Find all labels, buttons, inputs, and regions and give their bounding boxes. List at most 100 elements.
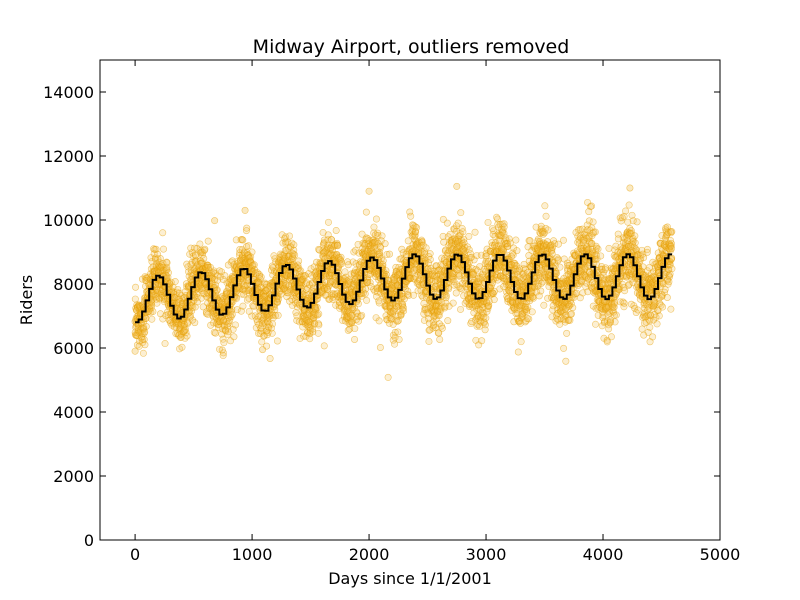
scatter-point xyxy=(659,303,667,311)
scatter-point xyxy=(426,255,434,263)
scatter-point xyxy=(562,357,570,365)
scatter-point xyxy=(230,333,238,341)
scatter-point xyxy=(231,321,239,329)
scatter-point xyxy=(668,244,676,252)
scatter-point xyxy=(363,296,371,304)
scatter-point xyxy=(376,344,384,352)
scatter-point xyxy=(588,202,596,210)
scatter-point xyxy=(314,329,322,337)
scatter-point xyxy=(560,344,568,352)
scatter-point xyxy=(163,259,171,267)
y-tick-label: 12000 xyxy=(43,147,94,166)
scatter-point xyxy=(233,294,241,302)
scatter-point xyxy=(457,305,465,313)
scatter-point xyxy=(132,283,140,291)
y-tick-label: 6000 xyxy=(53,339,94,358)
scatter-point xyxy=(216,345,224,353)
scatter-point xyxy=(142,314,150,322)
scatter-point xyxy=(643,245,651,253)
scatter-point xyxy=(196,240,204,248)
y-tick-label: 10000 xyxy=(43,211,94,230)
scatter-point xyxy=(540,301,548,309)
scatter-point xyxy=(638,325,646,333)
scatter-point xyxy=(611,318,619,326)
scatter-point xyxy=(181,334,189,342)
x-axis-label: Days since 1/1/2001 xyxy=(328,569,492,588)
scatter-point xyxy=(621,287,629,295)
scatter-point xyxy=(526,237,534,245)
scatter-point xyxy=(559,236,567,244)
scatter-point xyxy=(351,325,359,333)
scatter-point xyxy=(612,311,620,319)
scatter-point xyxy=(597,252,605,260)
scatter-point xyxy=(443,219,451,227)
scatter-point xyxy=(567,310,575,318)
scatter-point xyxy=(622,207,630,215)
y-tick-label: 14000 xyxy=(43,83,94,102)
scatter-point xyxy=(219,349,227,357)
scatter-point xyxy=(513,247,521,255)
scatter-point xyxy=(147,304,155,312)
scatter-point xyxy=(514,348,522,356)
scatter-point xyxy=(160,245,168,253)
scatter-point xyxy=(269,320,277,328)
scatter-point xyxy=(445,285,453,293)
scatter-point xyxy=(655,312,663,320)
scatter-point xyxy=(233,306,241,314)
scatter-point xyxy=(454,219,462,227)
scatter-point xyxy=(213,286,221,294)
scatter-point xyxy=(242,227,250,235)
scatter-point xyxy=(407,212,415,220)
scatter-point xyxy=(227,313,235,321)
y-tick-label: 2000 xyxy=(53,467,94,486)
scatter-point xyxy=(667,305,675,313)
scatter-point xyxy=(569,304,577,312)
scatter-point xyxy=(220,339,228,347)
scatter-point xyxy=(313,303,321,311)
scatter-point xyxy=(211,329,219,337)
scatter-point xyxy=(250,261,258,269)
scatter-point xyxy=(553,269,561,277)
scatter-point xyxy=(244,242,252,250)
scatter-point xyxy=(204,237,212,245)
y-axis-label: Riders xyxy=(17,275,36,325)
scatter-point xyxy=(426,250,434,258)
scatter-point xyxy=(633,218,641,226)
scatter-point xyxy=(268,329,276,337)
scatter-point xyxy=(395,335,403,343)
scatter-point xyxy=(449,299,457,307)
y-tick-label: 0 xyxy=(84,531,94,550)
scatter-point xyxy=(591,228,599,236)
scatter-point xyxy=(334,242,342,250)
scatter-point xyxy=(140,335,148,343)
scatter-point xyxy=(649,333,657,341)
scatter-point xyxy=(183,332,191,340)
scatter-point xyxy=(248,248,256,256)
scatter-point xyxy=(384,373,392,381)
scatter-point xyxy=(459,228,467,236)
scatter-point xyxy=(631,232,639,240)
scatter-point xyxy=(394,328,402,336)
scatter-point xyxy=(131,295,139,303)
scatter-point xyxy=(482,314,490,322)
scatter-point xyxy=(436,335,444,343)
scatter-point xyxy=(592,320,600,328)
scatter-point xyxy=(171,278,179,286)
scatter-point xyxy=(620,299,628,307)
y-tick-label: 8000 xyxy=(53,275,94,294)
scatter-point xyxy=(653,320,661,328)
scatter-point xyxy=(372,215,380,223)
scatter-point xyxy=(542,212,550,220)
scatter-point xyxy=(358,311,366,319)
scatter-point xyxy=(141,328,149,336)
scatter-point xyxy=(243,224,251,232)
chart-title: Midway Airport, outliers removed xyxy=(253,36,570,58)
scatter-point xyxy=(257,273,265,281)
scatter-point xyxy=(370,223,378,231)
scatter-point xyxy=(556,263,564,271)
scatter-point xyxy=(453,182,461,190)
scatter-point xyxy=(413,224,421,232)
scatter-point xyxy=(215,267,223,275)
